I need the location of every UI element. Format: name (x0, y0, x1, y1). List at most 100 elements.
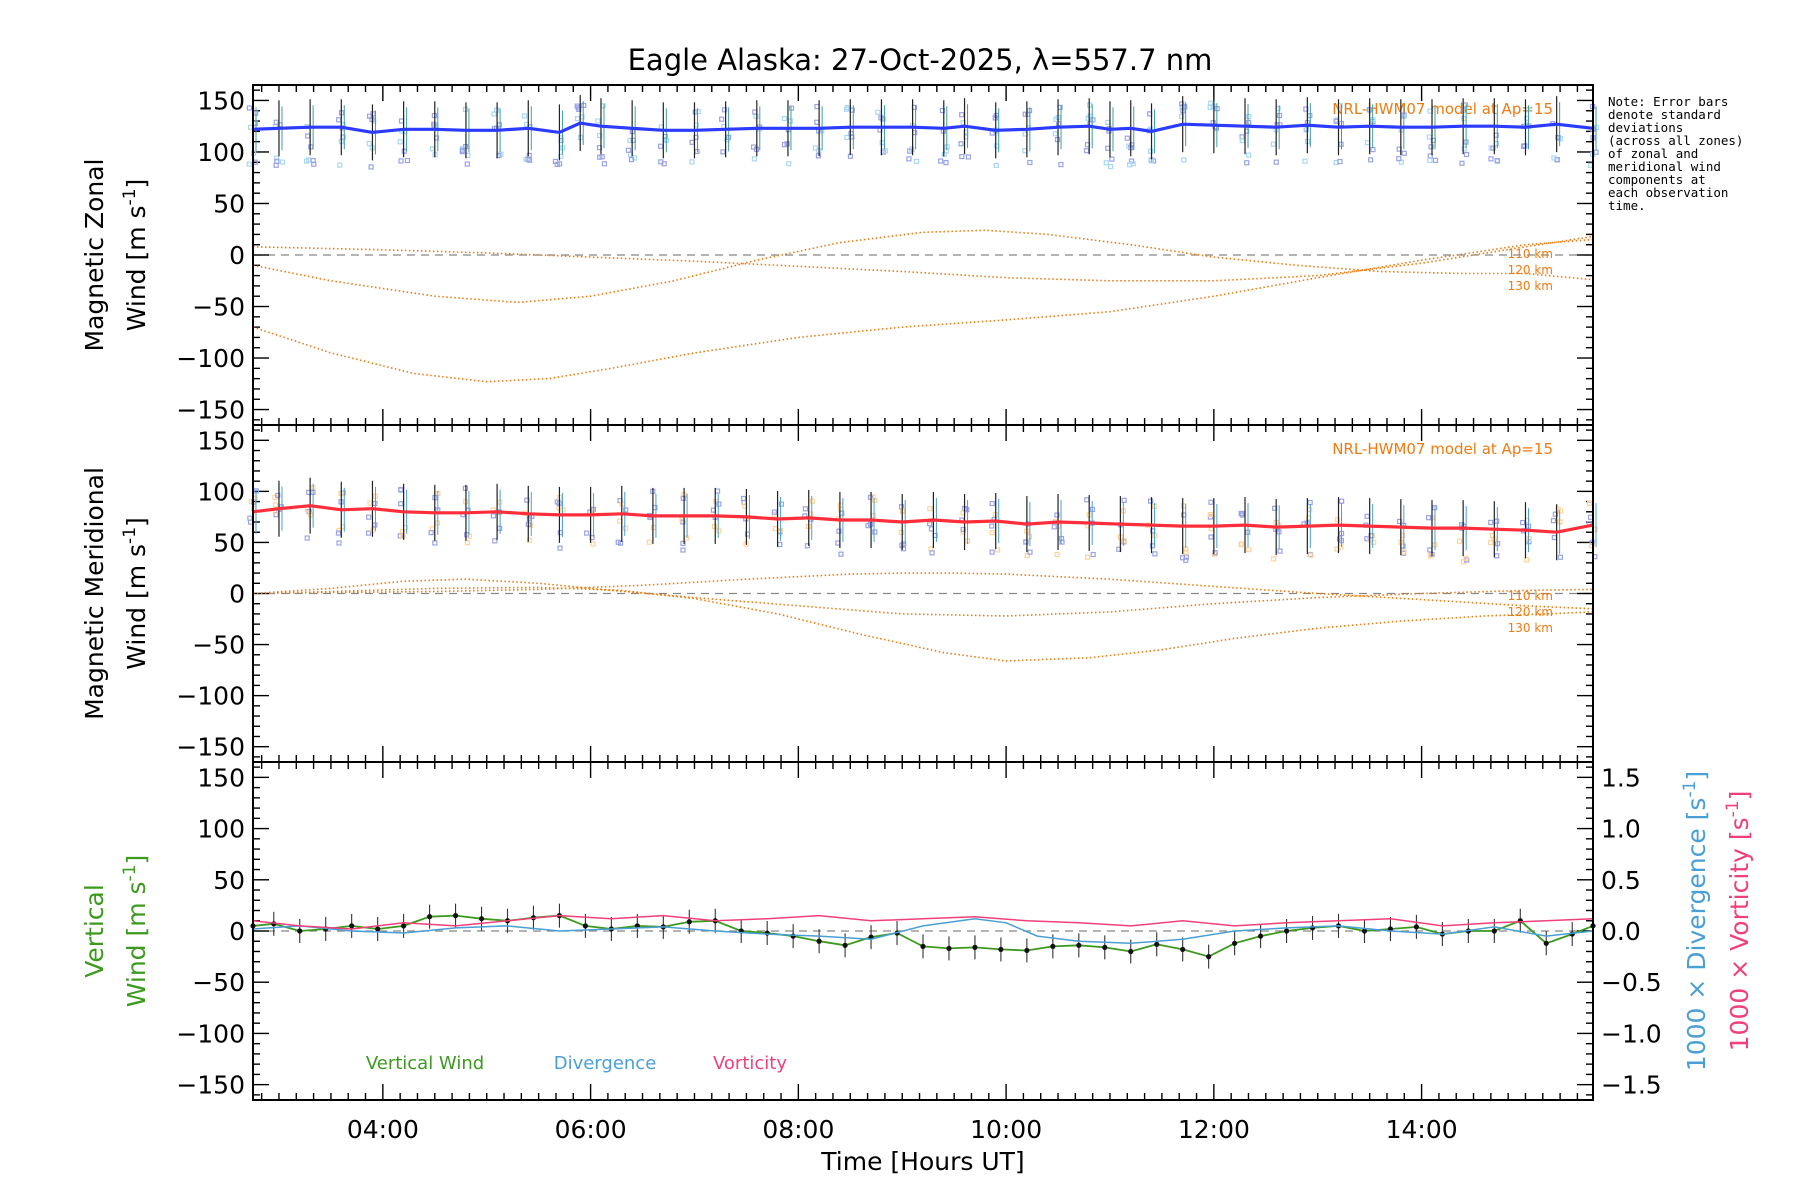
scatter-point (1488, 539, 1494, 546)
scatter-point (1557, 554, 1564, 560)
scatter-point (1058, 161, 1064, 168)
y-tick-label: −100 (176, 682, 245, 711)
scatter-point (809, 498, 815, 504)
scatter-point (965, 154, 971, 160)
scatter-point (786, 161, 792, 167)
scatter-point (1426, 134, 1432, 140)
scatter-point (959, 112, 965, 118)
scatter-point (1401, 549, 1407, 555)
y-tick-label: −100 (176, 1019, 245, 1048)
scatter-point (753, 113, 759, 119)
model-curve (252, 238, 1594, 383)
scatter-point (246, 161, 252, 167)
scatter-point (1494, 518, 1500, 524)
vertical-wind-point (1232, 940, 1238, 946)
scatter-point (625, 147, 631, 153)
scatter-point (367, 500, 373, 506)
scatter-point (491, 111, 497, 117)
vorticity-axis-label-text: 1000 × Vorticity [s (1725, 817, 1754, 1051)
scatter-point (750, 144, 757, 150)
scatter-point (771, 509, 778, 515)
note-line: (across all zones) (1608, 133, 1744, 148)
y-tick-label: −150 (176, 396, 245, 425)
scatter-point (304, 535, 310, 541)
scatter-point (1586, 500, 1593, 507)
scatter-point (844, 134, 850, 141)
note-line: deviations (1608, 120, 1684, 135)
scatter-point (1085, 115, 1091, 121)
scatter-point (836, 528, 842, 534)
scatter-point (398, 118, 405, 124)
scatter-point (401, 148, 407, 154)
scatter-point (1054, 551, 1060, 558)
scatter-point (1090, 551, 1096, 558)
scatter-point (1207, 104, 1213, 110)
y-axis-label-superscript: -1 (120, 864, 140, 881)
scatter-point (959, 153, 965, 160)
scatter-point (1526, 536, 1532, 542)
vertical-wind-point (1024, 947, 1030, 954)
x-tick-label: 10:00 (970, 1115, 1042, 1144)
scatter-point (372, 500, 378, 507)
scatter-point (335, 530, 342, 536)
scatter-point (557, 545, 563, 551)
scatter-point (815, 153, 822, 159)
scatter-point (1059, 539, 1065, 545)
scatter-point (812, 145, 818, 151)
scatter-point (597, 132, 603, 139)
scatter-point (1027, 549, 1033, 555)
vertical-wind-point (426, 914, 433, 920)
observed-wind-line (252, 121, 1594, 135)
scatter-point (1023, 539, 1029, 545)
series-line (252, 917, 1594, 945)
scatter-point (994, 547, 1001, 553)
scatter-point (1207, 512, 1214, 518)
vertical-wind-point (972, 944, 978, 950)
scatter-point (752, 109, 758, 115)
note-line: denote standard (1608, 107, 1721, 122)
scatter-point (273, 512, 279, 518)
scatter-point (680, 547, 686, 553)
observed-wind-line (252, 504, 1594, 534)
model-level-label: 130 km (1508, 621, 1553, 635)
scatter-point (1551, 534, 1557, 541)
scatter-point (1524, 557, 1530, 563)
model-curve (252, 235, 1594, 282)
scatter-point (1338, 544, 1344, 550)
scatter-point (1126, 162, 1133, 168)
scatter-point (272, 502, 279, 508)
scatter-point (1180, 555, 1186, 561)
scatter-point (711, 523, 718, 530)
scatter-point (1432, 157, 1439, 163)
scatter-point (398, 487, 404, 493)
y-tick-label: −150 (176, 733, 245, 762)
scatter-point (1488, 519, 1494, 525)
vertical-wind-point (1154, 941, 1160, 947)
scatter-point (719, 116, 725, 122)
scatter-point (459, 147, 465, 153)
scatter-point (838, 551, 844, 557)
scatter-point (814, 103, 820, 110)
scatter-point (1494, 158, 1500, 164)
scatter-point (1124, 135, 1130, 141)
scatter-point (721, 107, 728, 113)
y-axis-label-units: Wind [m s-1] (120, 179, 151, 332)
scatter-point (464, 540, 470, 546)
scatter-point (1522, 143, 1528, 149)
vertical-wind-point (816, 938, 822, 944)
scatter-point (1307, 499, 1313, 506)
scatter-point (552, 158, 559, 165)
scatter-point (695, 108, 701, 115)
scatter-point (788, 105, 795, 111)
scatter-point (466, 533, 473, 539)
scatter-point (617, 540, 624, 546)
scatter-point (927, 506, 933, 512)
vertical-wind-point (349, 923, 355, 929)
model-label: NRL-HWM07 model at Ap=15 (1332, 100, 1553, 118)
scatter-point (558, 153, 564, 159)
scatter-point (1427, 157, 1433, 164)
scatter-point (1307, 113, 1313, 119)
scatter-point (1152, 551, 1158, 557)
scatter-point (246, 105, 253, 111)
scatter-point (1494, 553, 1500, 559)
